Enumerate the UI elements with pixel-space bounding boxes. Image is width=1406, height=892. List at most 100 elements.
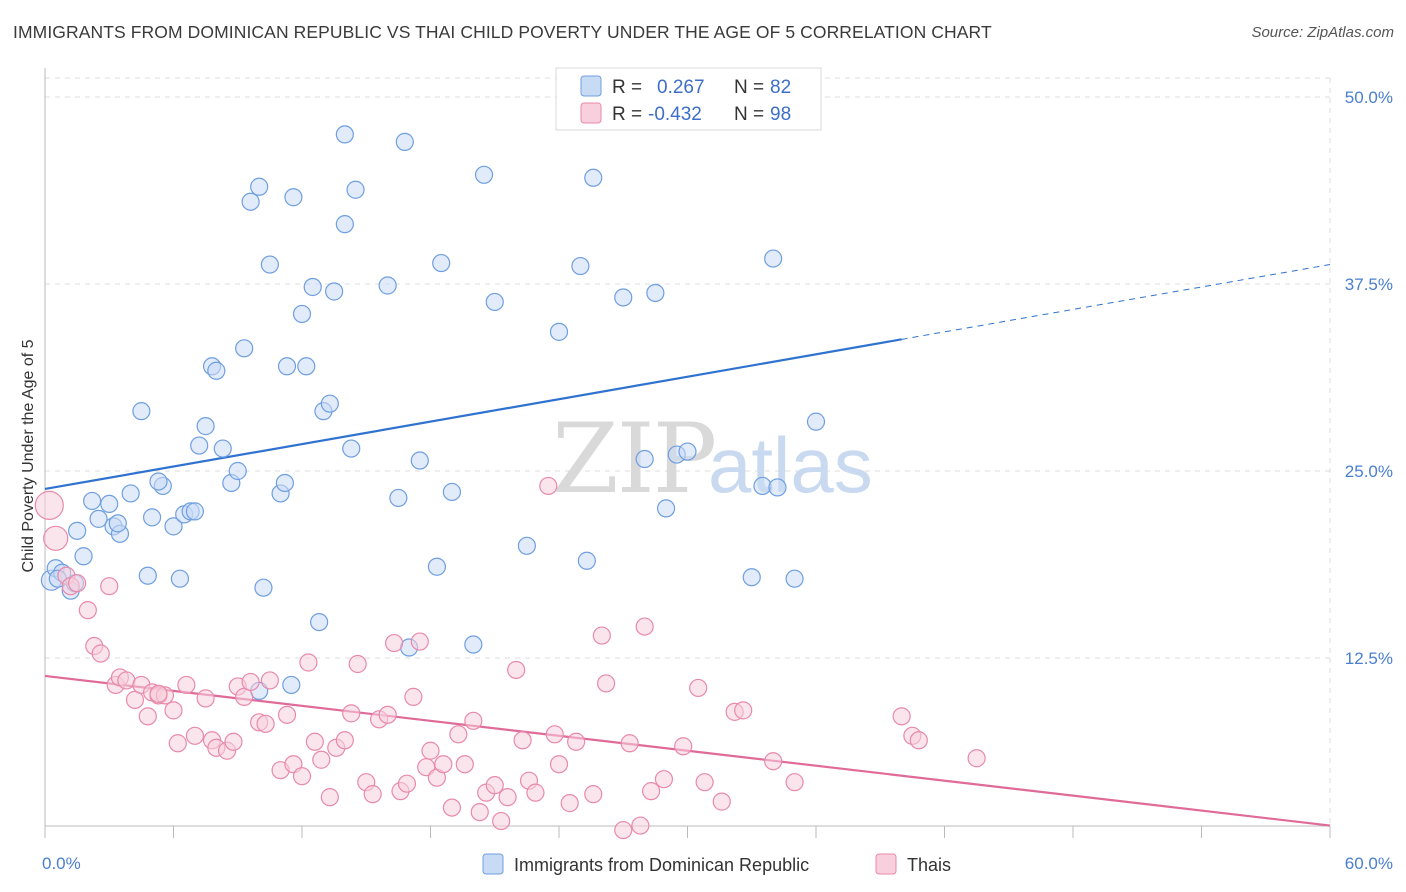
legend-r-label-2: R = [612,104,642,125]
point-dominican-28 [213,439,232,458]
point-thai-43 [348,654,367,674]
point-thai-63 [485,776,504,795]
point-dominican-71 [646,283,665,303]
legend-r-value-1: 0.267 [657,77,705,98]
point-dominican-43 [297,357,316,376]
legend-n-label-2: N = [734,104,764,125]
point-thai-66 [507,660,526,680]
point-thai-76 [592,626,611,645]
point-dominican-58 [432,253,451,273]
point-thai-33 [277,705,297,724]
point-thai-38 [312,750,331,769]
y-tick-label-1: 25.0% [1345,462,1393,481]
point-thai-81 [635,617,654,636]
point-dominican-40 [282,675,301,695]
point-dominican-78 [785,569,804,588]
point-thai-92 [892,707,911,726]
watermark-atlas: atlas [708,421,873,509]
point-dominican-5 [74,547,93,566]
legend: R = 0.267 N = 82 R = -0.432 N = 98 [555,67,822,131]
point-dominican-62 [474,165,494,184]
point-dominican-77 [764,249,783,268]
point-thai-69 [526,783,545,802]
point-dominican-63 [485,292,504,312]
point-thai-61 [470,802,489,822]
legend-swatch-blue [580,75,602,97]
point-thai-50 [397,774,417,793]
point-thai-83 [654,770,674,789]
point-dominican-34 [250,177,269,196]
point-dominican-55 [395,132,414,151]
gridlines [45,77,1331,826]
point-thai-52 [410,632,429,651]
point-thai-37 [305,732,324,751]
point-dominican-18 [149,472,168,491]
point-thai-45 [363,785,382,804]
point-dominican-20 [170,569,190,588]
point-thai-64 [492,811,511,831]
point-dominican-42 [292,304,312,324]
point-dominican-14 [132,402,151,421]
point-thai-90 [764,752,783,771]
point-thai-89 [734,701,753,720]
point-dominican-6 [68,521,87,540]
point-dominican-67 [577,551,596,570]
point-dominican-24 [190,436,209,455]
point-thai-27 [235,687,254,706]
point-dominican-59 [427,557,447,576]
chart-title: IMMIGRANTS FROM DOMINICAN REPUBLIC VS TH… [13,22,992,42]
point-thai-67 [513,731,532,750]
point-thai-8 [100,577,119,596]
point-thai-31 [260,671,279,690]
point-thai-51 [404,687,423,706]
point-thai-71 [545,725,564,744]
point-dominican-61 [464,635,483,654]
point-thai-58 [449,725,468,744]
point-thai-48 [384,633,404,653]
point-dominican-36 [260,255,279,274]
point-dominican-39 [277,357,297,376]
point-thai-11 [117,671,136,690]
point-thai-30 [256,714,275,733]
point-dominican-64 [517,536,536,555]
point-dominican-19 [164,517,183,536]
point-thai-74 [567,732,586,751]
trend-line-dominican-extension [901,264,1331,340]
y-tick-labels: 12.5% 25.0% 37.5% 50.0% [1345,88,1393,668]
legend-n-value-2: 98 [770,104,791,125]
point-thai-96 [149,684,168,704]
point-thai-35 [292,767,312,786]
point-thai-73 [560,794,579,813]
point-thai-28 [241,672,260,692]
point-dominican-41 [284,188,303,207]
point-dominican-27 [207,361,226,380]
point-dominican-9 [100,494,119,514]
watermark: ZIP atlas [552,403,873,515]
y-tick-label-0: 12.5% [1345,649,1393,668]
bottom-legend-label-1: Immigrants from Dominican Republic [514,855,809,875]
y-tick-label-3: 50.0% [1345,88,1393,107]
point-dominican-51 [346,180,365,199]
bottom-legend-label-2: Thais [907,855,951,875]
legend-swatch-pink [580,102,602,124]
bottom-legend-swatch-pink [875,853,897,875]
legend-r-value-2: -0.432 [648,104,702,125]
point-dominican-65 [549,322,569,341]
x-tick-label-1: 60.0% [1345,854,1393,873]
data-points [34,125,986,840]
point-thai-22 [196,689,215,708]
point-dominican-74 [678,442,697,461]
bottom-legend: Immigrants from Dominican Republic Thais [482,853,951,875]
point-dominican-69 [614,288,633,307]
point-dominican-70 [635,449,654,469]
point-thai-87 [712,792,731,811]
point-thai-36 [299,653,318,672]
point-thai-39 [320,788,339,807]
point-dominican-35 [254,578,273,597]
point-thai-65 [498,788,517,807]
point-thai-0 [34,490,64,521]
point-thai-70 [539,476,558,496]
point-dominican-72 [656,499,676,518]
bottom-legend-swatch-blue [482,853,504,875]
